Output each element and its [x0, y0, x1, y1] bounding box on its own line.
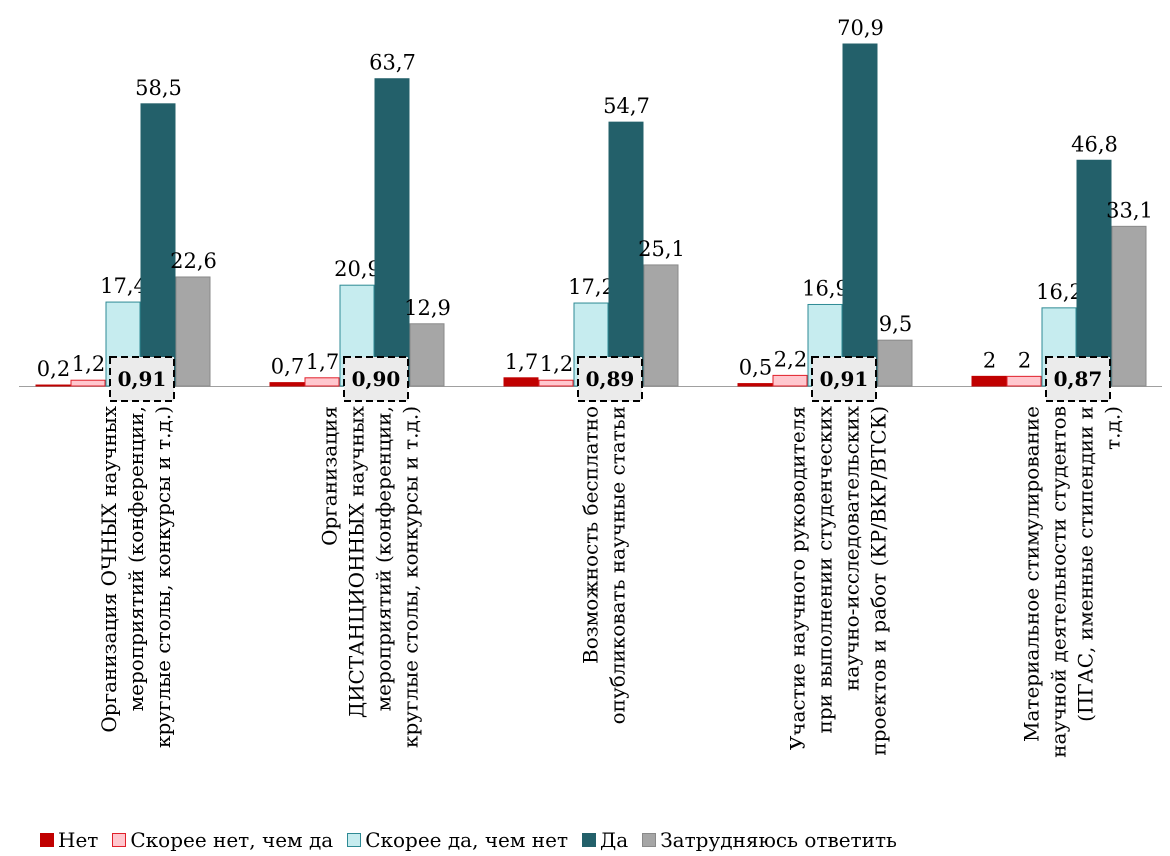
data-label-4-0: 22,6 — [170, 249, 217, 273]
legend-label-net: Нет — [58, 828, 99, 852]
legend-item-rather-no: Скорее нет, чем да — [112, 828, 333, 852]
bar-3-0 — [140, 103, 176, 387]
category-label-line: мероприятий (конференции, — [124, 406, 148, 711]
category-label-2: Возможность бесплатно опубликовать научны… — [579, 406, 630, 724]
category-label-line: (ПГАС, именные стипендии и — [1074, 406, 1098, 722]
bar-0-1 — [269, 382, 305, 387]
bar-4-4 — [1111, 225, 1147, 387]
bar-3-1 — [374, 78, 410, 387]
bar-1-3 — [772, 374, 808, 387]
data-label-3-3: 70,9 — [837, 16, 884, 40]
data-label-2-2: 17,2 — [568, 275, 615, 299]
data-label-1-3: 2,2 — [774, 347, 807, 371]
legend-swatch-rather-no — [112, 833, 127, 847]
data-label-1-1: 1,7 — [306, 350, 339, 374]
data-label-0-4: 2 — [983, 348, 996, 372]
category-label-3: Участие научного руководителя при выполне… — [786, 405, 891, 755]
category-label-line: при выполнении студенческих — [813, 405, 837, 733]
category-label-line: мероприятий (конференции, — [372, 406, 396, 711]
category-label-line: Организация — [318, 406, 342, 546]
bar-4-1 — [409, 323, 445, 387]
category-label-0: Организация ОЧНЫХ научных мероприятий (ко… — [97, 405, 175, 748]
category-label-line: научной деятельности студентов — [1047, 406, 1071, 758]
data-label-0-1: 0,7 — [271, 355, 304, 379]
bar-1-4 — [1006, 375, 1042, 387]
bar-4-2 — [643, 264, 679, 387]
index-label-2: 0,89 — [586, 367, 635, 391]
data-label-0-3: 0,5 — [739, 356, 772, 380]
data-label-3-1: 63,7 — [369, 51, 416, 75]
data-label-4-1: 12,9 — [404, 296, 451, 320]
category-label-line: ДИСТАНЦИОННЫХ научных — [345, 405, 369, 718]
index-label-3: 0,91 — [820, 367, 869, 391]
category-label-line: т.д.) — [1101, 406, 1125, 450]
data-label-2-3: 16,9 — [802, 276, 849, 300]
index-box-1 — [343, 356, 409, 402]
data-label-1-2: 1,2 — [540, 352, 573, 376]
legend: Нет Скорее нет, чем да Скорее да, чем не… — [40, 826, 911, 854]
bar-1-1 — [304, 377, 340, 387]
legend-label-rather-no: Скорее нет, чем да — [130, 828, 334, 852]
data-label-4-3: 9,5 — [879, 312, 912, 336]
category-label-line: Организация ОЧНЫХ научных — [97, 405, 121, 732]
bar-1-2 — [538, 379, 574, 387]
bar-0-0 — [35, 384, 71, 387]
category-label-line: научно-исследовательских — [840, 405, 864, 691]
data-label-1-0: 1,2 — [72, 352, 105, 376]
category-label-line: круглые столы, конкурсы и т.д.) — [399, 406, 423, 748]
data-label-4-2: 25,1 — [638, 237, 685, 261]
category-label-line: Возможность бесплатно — [579, 406, 603, 664]
category-label-4: Материальное стимулирование научной деяте… — [1020, 406, 1125, 758]
legend-item-yes: Да — [582, 828, 628, 852]
index-label-0: 0,91 — [118, 367, 167, 391]
category-label-line: Участие научного руководителя — [786, 406, 810, 750]
category-label-1: Организация ДИСТАНЦИОННЫХ научных мероприя… — [318, 405, 423, 748]
bar-4-0 — [175, 276, 211, 387]
data-label-1-4: 2 — [1018, 348, 1031, 372]
index-label-1: 0,90 — [352, 367, 401, 391]
category-label-line: круглые столы, конкурсы и т.д.) — [151, 406, 175, 748]
legend-swatch-yes — [582, 833, 597, 847]
legend-label-hard-to-say: Затрудняюсь ответить — [660, 828, 897, 852]
legend-swatch-hard-to-say — [642, 833, 657, 847]
bar-3-4 — [1076, 159, 1112, 387]
data-label-3-0: 58,5 — [135, 76, 182, 100]
data-label-3-2: 54,7 — [603, 94, 650, 118]
legend-label-yes: Да — [600, 828, 629, 852]
bar-0-4 — [971, 375, 1007, 387]
category-label-line: проектов и работ (КР/ВКР/ВТСК) — [867, 406, 891, 756]
legend-item-net: Нет — [40, 828, 98, 852]
legend-item-hard-to-say: Затрудняюсь ответить — [642, 828, 897, 852]
category-label-line: Материальное стимулирование — [1020, 406, 1044, 742]
legend-label-rather-yes: Скорее да, чем нет — [365, 828, 569, 852]
index-box-0 — [109, 356, 175, 402]
index-box-3 — [811, 356, 877, 402]
data-label-2-4: 16,2 — [1036, 280, 1083, 304]
data-label-0-0: 0,2 — [37, 357, 70, 381]
data-label-0-2: 1,7 — [505, 350, 538, 374]
category-label-line: опубликовать научные статьи — [606, 406, 630, 724]
bar-3-3 — [842, 43, 878, 387]
index-box-4 — [1045, 356, 1111, 402]
index-label-4: 0,87 — [1054, 367, 1103, 391]
bar-0-3 — [737, 383, 773, 387]
legend-swatch-net — [40, 833, 54, 847]
data-label-4-4: 33,1 — [1106, 198, 1153, 222]
legend-swatch-rather-yes — [347, 833, 362, 847]
legend-item-rather-yes: Скорее да, чем нет — [347, 828, 568, 852]
bar-0-2 — [503, 377, 539, 387]
data-label-2-0: 17,4 — [100, 274, 147, 298]
data-label-3-4: 46,8 — [1071, 132, 1118, 156]
bar-4-3 — [877, 339, 913, 387]
index-box-2 — [577, 356, 643, 402]
bar-1-0 — [70, 379, 106, 387]
bar-3-2 — [608, 121, 644, 387]
data-label-2-1: 20,9 — [334, 257, 381, 281]
